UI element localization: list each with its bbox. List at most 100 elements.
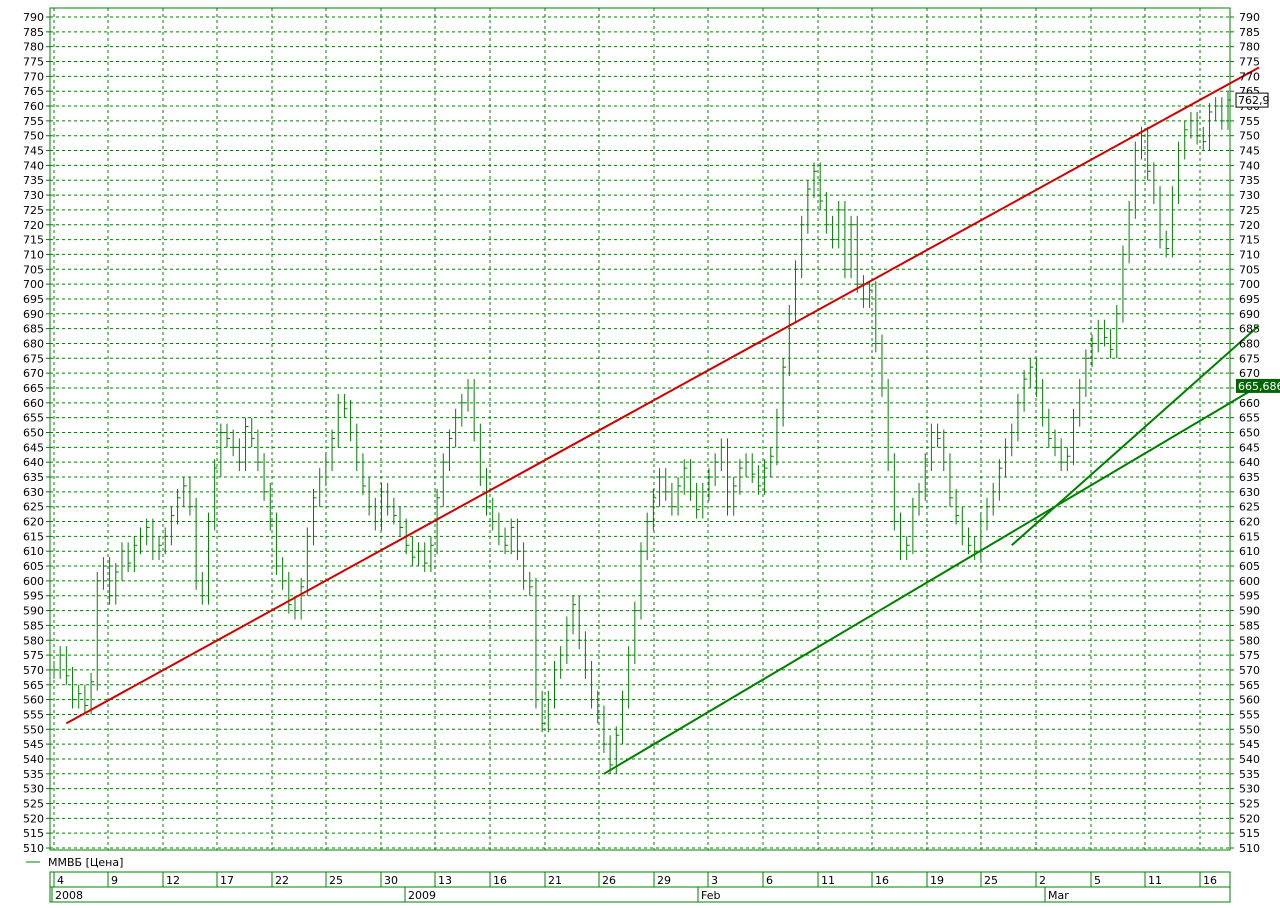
y-tick-label: 630 — [23, 486, 44, 499]
y-tick-label-right: 615 — [1239, 530, 1260, 543]
y-tick-label: 775 — [23, 56, 44, 69]
y-tick-label: 770 — [23, 70, 44, 83]
x-tick-label: 9 — [111, 874, 118, 887]
grid-layer — [49, 7, 1231, 851]
y-tick-label: 600 — [23, 575, 44, 588]
x-tick-label: 30 — [384, 874, 398, 887]
trend-layer — [65, 66, 1260, 775]
y-tick-label: 730 — [23, 189, 44, 202]
y-tick-label-right: 675 — [1239, 352, 1260, 365]
y-tick-label-right: 715 — [1239, 234, 1260, 247]
y-tick-label-right: 530 — [1239, 783, 1260, 796]
y-tick-label-right: 720 — [1239, 219, 1260, 232]
x-tick-label: 3 — [711, 874, 718, 887]
y-tick-label-right: 780 — [1239, 41, 1260, 54]
y-tick-label: 735 — [23, 174, 44, 187]
x-tick-label: 16 — [875, 874, 889, 887]
y-tick-label-right: 575 — [1239, 649, 1260, 662]
y-tick-label-right: 695 — [1239, 293, 1260, 306]
y-tick-label-right: 595 — [1239, 590, 1260, 603]
y-tick-label: 755 — [23, 115, 44, 128]
y-tick-label: 570 — [23, 664, 44, 677]
y-tick-label-right: 705 — [1239, 263, 1260, 276]
y-tick-label-right: 660 — [1239, 397, 1260, 410]
trendline-support-main — [603, 385, 1260, 775]
x-tick-label: 26 — [602, 874, 616, 887]
y-tick-label-right: 525 — [1239, 797, 1260, 810]
y-tick-label-right: 790 — [1239, 11, 1260, 24]
y-tick-label-right: 600 — [1239, 575, 1260, 588]
y-tick-label: 695 — [23, 293, 44, 306]
y-tick-label-right: 680 — [1239, 337, 1260, 350]
y-tick-label: 560 — [23, 694, 44, 707]
y-tick-label-right: 785 — [1239, 26, 1260, 39]
y-tick-label-right: 515 — [1239, 827, 1260, 840]
y-tick-label: 620 — [23, 516, 44, 529]
y-tick-label: 645 — [23, 441, 44, 454]
plot-frame — [49, 7, 1231, 851]
y-tick-label-right: 655 — [1239, 412, 1260, 425]
x-tick-label: 25 — [329, 874, 343, 887]
x-tick-label: 16 — [1203, 874, 1217, 887]
y-tick-label-right: 555 — [1239, 708, 1260, 721]
y-tick-label-right: 710 — [1239, 248, 1260, 261]
y-tick-label: 780 — [23, 41, 44, 54]
y-tick-label: 550 — [23, 723, 44, 736]
y-tick-label: 725 — [23, 204, 44, 217]
y-tick-label: 660 — [23, 397, 44, 410]
y-tick-label-right: 565 — [1239, 679, 1260, 692]
x-tick-label: 16 — [493, 874, 507, 887]
y-tick-label: 535 — [23, 768, 44, 781]
y-tick-label: 675 — [23, 352, 44, 365]
y-tick-label-right: 685 — [1239, 323, 1260, 336]
y-tick-label-right: 750 — [1239, 130, 1260, 143]
trendline-value-badge — [1236, 378, 1280, 393]
y-tick-label: 745 — [23, 145, 44, 158]
y-tick-label: 540 — [23, 753, 44, 766]
value-badges: 762,9 665,686 — [1235, 92, 1280, 393]
y-tick-label-right: 605 — [1239, 560, 1260, 573]
x-period-label: Feb — [701, 889, 720, 902]
x-tick-label: 2 — [1039, 874, 1046, 887]
y-tick-label: 585 — [23, 619, 44, 632]
x-axis: 4 9 12 17 22 25 30 13 16 21 26 29 3 6 11 16 19 25 2 5 11 1620… — [49, 871, 1231, 903]
y-tick-label-right: 670 — [1239, 367, 1260, 380]
current-price-badge — [1235, 92, 1269, 108]
x-tick-label: 11 — [1148, 874, 1162, 887]
y-tick-label: 715 — [23, 234, 44, 247]
y-tick-label-right: 580 — [1239, 634, 1260, 647]
x-tick-label: 22 — [275, 874, 289, 887]
x-tick-label: 6 — [766, 874, 773, 887]
y-tick-label: 740 — [23, 159, 44, 172]
y-tick-label-right: 570 — [1239, 664, 1260, 677]
y-tick-label-right: 590 — [1239, 605, 1260, 618]
y-tick-label-right: 775 — [1239, 56, 1260, 69]
y-tick-label-right: 635 — [1239, 471, 1260, 484]
y-tick-label: 520 — [23, 812, 44, 825]
y-tick-label: 525 — [23, 797, 44, 810]
y-tick-label-right: 625 — [1239, 501, 1260, 514]
y-tick-label: 680 — [23, 337, 44, 350]
current-price-label: 762,9 — [1238, 94, 1270, 107]
y-tick-label: 615 — [23, 530, 44, 543]
y-tick-label-right: 550 — [1239, 723, 1260, 736]
x-tick-label: 21 — [548, 874, 562, 887]
y-tick-label: 640 — [23, 456, 44, 469]
y-tick-label-right: 645 — [1239, 441, 1260, 454]
y-tick-label-right: 560 — [1239, 694, 1260, 707]
y-tick-label: 580 — [23, 634, 44, 647]
y-tick-label: 665 — [23, 382, 44, 395]
x-tick-label: 4 — [57, 874, 64, 887]
y-tick-label-right: 725 — [1239, 204, 1260, 217]
y-tick-label: 670 — [23, 367, 44, 380]
y-tick-label-right: 735 — [1239, 174, 1260, 187]
y-tick-label: 760 — [23, 100, 44, 113]
y-tick-label-right: 770 — [1239, 70, 1260, 83]
y-tick-label-right: 540 — [1239, 753, 1260, 766]
y-tick-label-right: 585 — [1239, 619, 1260, 632]
y-tick-label: 530 — [23, 783, 44, 796]
y-tick-label-right: 700 — [1239, 278, 1260, 291]
x-tick-label: 11 — [821, 874, 835, 887]
y-tick-label-right: 740 — [1239, 159, 1260, 172]
